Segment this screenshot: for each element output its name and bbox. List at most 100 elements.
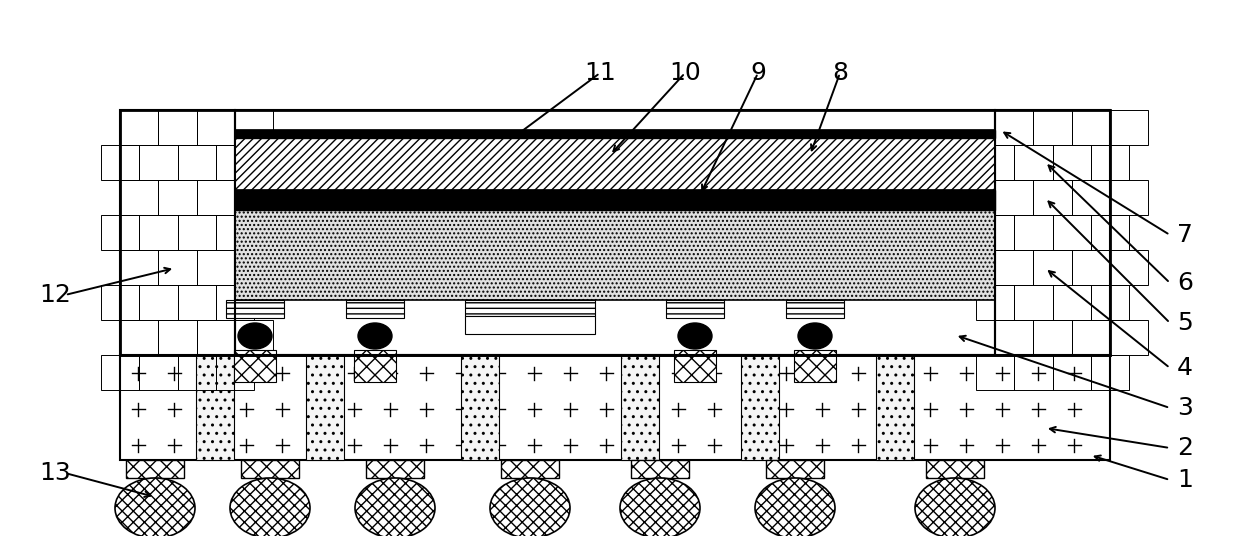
Bar <box>177 285 216 320</box>
Bar <box>120 320 159 355</box>
Bar <box>1053 355 1091 390</box>
Bar <box>994 110 1033 145</box>
Bar <box>1014 215 1053 250</box>
Bar <box>159 110 197 145</box>
Bar <box>139 145 177 180</box>
Bar <box>120 180 159 215</box>
Bar <box>197 250 236 285</box>
Bar <box>1091 215 1130 250</box>
Bar <box>241 460 299 478</box>
Bar <box>159 320 197 355</box>
Bar <box>100 355 139 390</box>
Text: 2: 2 <box>1177 436 1193 460</box>
Bar <box>1071 320 1110 355</box>
Bar <box>139 355 177 390</box>
Bar <box>100 145 139 180</box>
Bar <box>236 130 994 190</box>
Bar <box>159 180 197 215</box>
Text: 6: 6 <box>1177 271 1193 295</box>
Ellipse shape <box>238 323 272 349</box>
Text: 3: 3 <box>1177 396 1193 420</box>
Bar <box>926 460 985 478</box>
Bar <box>994 110 1110 355</box>
Text: 5: 5 <box>1177 311 1193 335</box>
Bar <box>1091 285 1130 320</box>
Bar <box>120 110 236 355</box>
Bar <box>1014 355 1053 390</box>
Bar <box>1091 145 1130 180</box>
Bar <box>1071 180 1110 215</box>
Bar <box>236 190 994 210</box>
Bar <box>976 355 1014 390</box>
Text: 10: 10 <box>670 61 701 85</box>
Bar <box>976 215 1014 250</box>
Bar <box>794 350 836 382</box>
Bar <box>666 300 724 318</box>
Bar <box>236 320 273 355</box>
Bar <box>465 300 595 316</box>
Text: 13: 13 <box>40 461 71 485</box>
Bar <box>216 285 254 320</box>
Bar <box>197 110 236 145</box>
Bar <box>177 145 216 180</box>
Text: 11: 11 <box>584 61 616 85</box>
Bar <box>346 300 404 318</box>
Text: 7: 7 <box>1177 223 1193 247</box>
Bar <box>177 215 216 250</box>
Bar <box>461 355 498 460</box>
Ellipse shape <box>915 478 994 536</box>
Bar <box>197 320 236 355</box>
Bar <box>1110 180 1148 215</box>
Text: 9: 9 <box>750 61 766 85</box>
Bar <box>234 350 277 382</box>
Bar <box>1053 145 1091 180</box>
Text: 8: 8 <box>832 61 848 85</box>
Bar <box>216 355 254 390</box>
Bar <box>1033 180 1071 215</box>
Ellipse shape <box>620 478 701 536</box>
Text: 4: 4 <box>1177 356 1193 380</box>
Bar <box>216 145 254 180</box>
Bar <box>236 110 273 145</box>
Bar <box>1110 110 1148 145</box>
Ellipse shape <box>678 323 712 349</box>
Bar <box>120 355 1110 460</box>
Bar <box>353 350 396 382</box>
Bar <box>177 355 216 390</box>
Bar <box>1053 215 1091 250</box>
Bar <box>621 355 658 460</box>
Bar <box>875 355 914 460</box>
Bar <box>994 180 1033 215</box>
Bar <box>501 460 559 478</box>
Bar <box>1071 250 1110 285</box>
Bar <box>196 355 234 460</box>
Bar <box>1014 145 1053 180</box>
Bar <box>786 300 844 318</box>
Bar <box>120 250 159 285</box>
Bar <box>976 285 1014 320</box>
Bar <box>100 215 139 250</box>
Bar <box>465 316 595 334</box>
Ellipse shape <box>355 478 435 536</box>
Text: 12: 12 <box>40 283 71 307</box>
Bar <box>1033 320 1071 355</box>
Bar <box>100 285 139 320</box>
Ellipse shape <box>115 478 195 536</box>
Bar <box>236 250 273 285</box>
Ellipse shape <box>229 478 310 536</box>
Bar <box>216 215 254 250</box>
Ellipse shape <box>490 478 570 536</box>
Bar <box>120 110 1110 355</box>
Bar <box>226 300 284 318</box>
Bar <box>306 355 343 460</box>
Bar <box>994 250 1033 285</box>
Bar <box>1110 320 1148 355</box>
Bar <box>236 210 994 300</box>
Bar <box>631 460 689 478</box>
Bar <box>766 460 825 478</box>
Bar <box>1014 285 1053 320</box>
Ellipse shape <box>755 478 835 536</box>
Ellipse shape <box>358 323 392 349</box>
Bar <box>1110 250 1148 285</box>
Text: 1: 1 <box>1177 468 1193 492</box>
